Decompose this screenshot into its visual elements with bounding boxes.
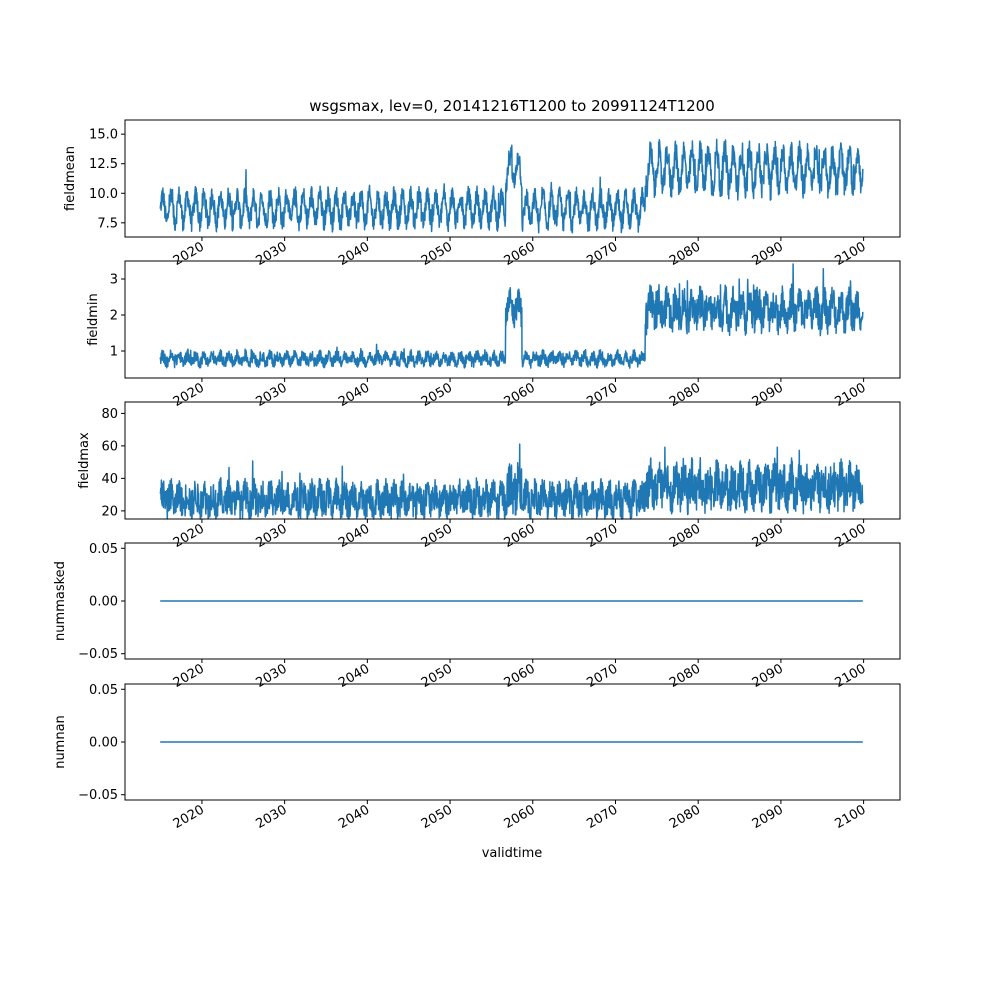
x-tick-label: 2030 (253, 380, 289, 410)
x-tick-label: 2070 (584, 380, 620, 410)
x-tick-label: 2040 (336, 802, 372, 832)
y-tick-label: −0.05 (78, 647, 118, 662)
x-tick-label: 2080 (667, 239, 703, 269)
x-tick-label: 2050 (419, 239, 455, 269)
x-tick-label: 2030 (253, 239, 289, 269)
y-tick-label: 0.05 (89, 683, 118, 698)
y-axis-label: nummasked (53, 561, 68, 641)
x-tick-label: 2100 (832, 661, 868, 691)
x-tick-label: 2060 (502, 661, 538, 691)
x-tick-label: 2070 (584, 802, 620, 832)
series-line-fieldmax (159, 443, 864, 520)
x-tick-label: 2020 (171, 521, 207, 551)
y-axis-label: fieldmax (77, 432, 92, 489)
y-axis-label: fieldmean (63, 146, 78, 211)
axes-frame (124, 260, 901, 379)
y-tick-label: 12.5 (89, 157, 118, 172)
y-tick-label: 40 (101, 472, 118, 487)
y-tick-label: 80 (101, 407, 118, 422)
subplot-fieldmean: 7.5 10.0 12.5 15.0 fieldmean 2020 2030 2040 2050… (63, 119, 901, 269)
x-tick-label: 2090 (750, 661, 786, 691)
y-tick-label: 0.00 (89, 595, 118, 610)
x-tick-label: 2040 (336, 239, 372, 269)
series-line-fieldmin (159, 263, 864, 369)
y-tick-label: 10.0 (89, 187, 118, 202)
y-tick-label: 60 (101, 439, 118, 454)
subplot-numnan: −0.05 0.00 0.05 numnan 2020 2030 2040 2050 2060 2… (53, 683, 901, 832)
x-tick-label: 2090 (750, 802, 786, 832)
x-tick-label: 2020 (171, 239, 207, 269)
y-tick-label: 7.5 (97, 216, 118, 231)
x-tick-label: 2100 (832, 521, 868, 551)
x-tick-label: 2040 (336, 661, 372, 691)
x-tick-label: 2040 (336, 521, 372, 551)
x-tick-label: 2020 (171, 802, 207, 832)
axes-frame (124, 119, 901, 238)
x-tick-label: 2100 (832, 239, 868, 269)
x-tick-label: 2060 (502, 802, 538, 832)
x-tick-label: 2080 (667, 380, 703, 410)
x-tick-label: 2090 (750, 380, 786, 410)
x-tick-label: 2050 (419, 521, 455, 551)
x-tick-label: 2030 (253, 661, 289, 691)
x-tick-label: 2080 (667, 661, 703, 691)
chart-title: wsgsmax, lev=0, 20141216T1200 to 2099112… (309, 97, 715, 115)
subplot-fieldmin: 1 2 3 fieldmin 2020 2030 2040 2050 2060 2070 2080 2… (86, 260, 901, 410)
x-tick-label: 2080 (667, 802, 703, 832)
x-tick-label: 2040 (336, 380, 372, 410)
y-tick-label: −0.05 (78, 788, 118, 803)
x-tick-label: 2060 (502, 239, 538, 269)
x-tick-label: 2050 (419, 661, 455, 691)
x-tick-label: 2050 (419, 380, 455, 410)
x-tick-label: 2060 (502, 380, 538, 410)
y-tick-label: 15.0 (89, 128, 118, 143)
x-tick-label: 2030 (253, 521, 289, 551)
x-tick-label: 2070 (584, 521, 620, 551)
y-tick-label: 0.00 (89, 736, 118, 751)
x-tick-label: 2090 (750, 239, 786, 269)
x-tick-label: 2090 (750, 521, 786, 551)
x-tick-label: 2020 (171, 380, 207, 410)
subplot-nummasked: −0.05 0.00 0.05 nummasked 2020 2030 2040 2050 20… (53, 542, 901, 691)
y-tick-label: 20 (101, 504, 118, 519)
y-tick-label: 2 (110, 309, 118, 324)
x-tick-label: 2070 (584, 661, 620, 691)
x-tick-label: 2100 (832, 380, 868, 410)
axes-frame (124, 401, 901, 520)
y-tick-label: 0.05 (89, 542, 118, 557)
x-tick-label: 2050 (419, 802, 455, 832)
y-tick-label: 1 (110, 345, 118, 360)
y-tick-label: 3 (110, 273, 118, 288)
y-axis-label: fieldmin (86, 293, 101, 346)
y-axis-label: numnan (53, 715, 68, 769)
x-tick-label: 2020 (171, 661, 207, 691)
series-line-fieldmean (159, 138, 864, 234)
x-tick-label: 2080 (667, 521, 703, 551)
x-tick-label: 2070 (584, 239, 620, 269)
x-tick-label: 2060 (502, 521, 538, 551)
x-tick-label: 2100 (832, 802, 868, 832)
x-tick-label: 2030 (253, 802, 289, 832)
x-axis-label: validtime (482, 846, 543, 861)
